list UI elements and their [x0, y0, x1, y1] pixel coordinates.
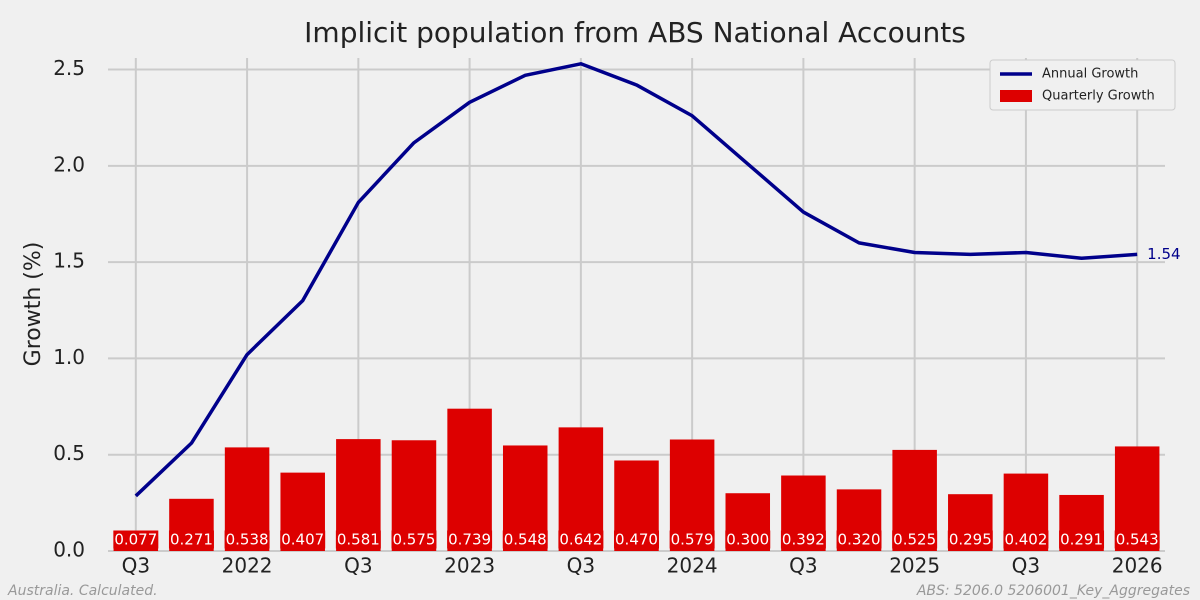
- plot: 0.077 0.271 0.538 0.407 0.581 0.575 0.739 0.548…: [113, 62, 1181, 551]
- grid: 0.0 0.5 1.0 1.5 2.0 2.5 Q3 2022 Q3 2023 Q3 2024 Q3 20…: [53, 56, 1165, 578]
- legend: Annual Growth Quarterly Growth: [989, 59, 1176, 111]
- legend-swatch: [1000, 90, 1032, 102]
- y-axis-label: Growth (%): [21, 242, 46, 367]
- legend-label: Annual Growth: [1042, 67, 1138, 82]
- x-tick-label: 2024: [667, 554, 718, 578]
- y-tick-label: 2.0: [53, 152, 85, 176]
- value-label: 0.295: [949, 531, 992, 549]
- value-label-box: [391, 530, 437, 549]
- value-label: 0.271: [170, 531, 213, 549]
- y-tick-label: 1.5: [53, 249, 85, 273]
- value-label: 0.392: [782, 531, 825, 549]
- x-tick-label: 2026: [1112, 554, 1163, 578]
- value-label-box: [1003, 530, 1049, 549]
- x-tick-label: 2025: [889, 554, 940, 578]
- value-label: 0.525: [893, 531, 936, 549]
- bar: [447, 408, 492, 551]
- value-label: 0.548: [504, 531, 547, 549]
- value-label: 0.402: [1004, 531, 1047, 549]
- value-label-box: [725, 530, 771, 549]
- value-label-box: [1114, 530, 1160, 549]
- value-label: 0.739: [448, 531, 491, 549]
- x-tick-label: Q3: [122, 554, 150, 578]
- value-label-box: [1059, 530, 1105, 549]
- value-label-box: [614, 530, 659, 549]
- value-label-box: [113, 530, 159, 549]
- value-label-box: [447, 530, 493, 549]
- y-tick-label: 1.0: [53, 345, 85, 369]
- bar: [558, 427, 604, 551]
- value-label-box: [502, 530, 548, 549]
- value-label-box: [892, 530, 938, 549]
- value-label: 0.581: [337, 531, 380, 549]
- x-tick-label: Q3: [1012, 554, 1040, 578]
- y-tick-label: 0.5: [53, 441, 85, 465]
- x-tick-label: Q3: [567, 554, 595, 578]
- value-label: 0.470: [615, 531, 658, 549]
- x-tick-label: Q3: [789, 554, 817, 578]
- chart-title: Implicit population from ABS National Ac…: [304, 16, 966, 49]
- value-label: 0.642: [559, 531, 602, 549]
- value-label-box: [168, 530, 214, 549]
- value-label: 0.579: [671, 531, 714, 549]
- x-tick-label: 2023: [444, 554, 495, 578]
- x-tick-label: 2022: [222, 554, 273, 578]
- footnote: Australia. Calculated.: [7, 583, 158, 599]
- footnote: ABS: 5206.0 5206001_Key_Aggregates: [916, 583, 1190, 599]
- legend-frame: [989, 59, 1176, 111]
- value-label: 0.320: [838, 531, 881, 549]
- value-label-box: [669, 530, 715, 549]
- value-label-box: [280, 530, 326, 549]
- value-label: 0.543: [1116, 531, 1159, 549]
- value-label-box: [224, 530, 270, 549]
- y-tick-label: 2.5: [53, 56, 85, 80]
- value-label: 0.291: [1060, 531, 1103, 549]
- value-label: 0.300: [726, 531, 769, 549]
- value-label-box: [558, 530, 604, 549]
- x-tick-label: Q3: [344, 554, 372, 578]
- value-label-box: [780, 530, 826, 549]
- y-tick-label: 0.0: [53, 538, 85, 562]
- value-label: 0.575: [392, 531, 435, 549]
- value-label-box: [335, 530, 381, 549]
- value-label: 0.538: [226, 531, 269, 549]
- value-label: 0.407: [281, 531, 324, 549]
- value-label-box: [836, 530, 882, 549]
- line: [134, 62, 1138, 498]
- value-label: 0.077: [114, 531, 157, 549]
- end-label: 1.54: [1147, 245, 1180, 263]
- legend-label: Quarterly Growth: [1042, 89, 1155, 104]
- value-label-box: [947, 530, 993, 549]
